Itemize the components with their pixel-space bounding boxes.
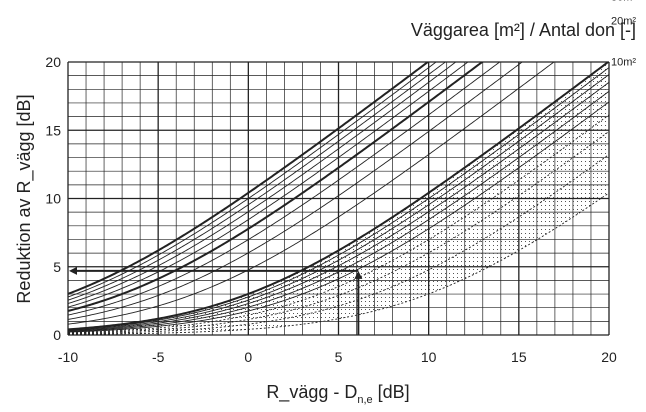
dotted-shading (68, 62, 609, 335)
curve-50m2 (68, 62, 484, 312)
example-arrow (69, 266, 363, 335)
curve-label-20m2: 20m² (611, 16, 636, 28)
x-axis-label-subscript: n,e (357, 394, 372, 406)
example-horizontal-arrowhead (69, 266, 77, 275)
curve-3m2 (68, 131, 609, 334)
curves (68, 62, 609, 335)
legend-title: Väggarea [m²] / Antal don [-] (411, 20, 636, 40)
curve-label-30m2: 30m² (611, 0, 636, 4)
curve-5m2 (68, 101, 609, 333)
shaded-region (68, 62, 609, 335)
curve-40m2 (68, 62, 501, 316)
curve-4m2 (68, 114, 609, 334)
y-tick-label: 15 (45, 122, 61, 138)
y-tick-label: 20 (45, 54, 61, 70)
curve-60m2 (68, 62, 469, 308)
y-tick-label: 10 (45, 191, 61, 207)
curve-80m2 (68, 62, 447, 301)
ticks: -10 -5 0 5 10 15 20 0 5 10 15 20 (45, 54, 617, 365)
y-tick-label: 5 (53, 259, 61, 275)
x-tick-label: 20 (601, 349, 617, 365)
example-vertical-arrowhead (354, 270, 363, 279)
x-tick-label: -5 (152, 349, 165, 365)
x-tick-label: 5 (335, 349, 343, 365)
curve-7m2 (68, 81, 609, 332)
curve-6m2 (68, 90, 609, 332)
y-axis-label: Reduktion av R_vägg [dB] (14, 94, 35, 303)
x-tick-label: 10 (421, 349, 437, 365)
curve-9m2 (68, 67, 609, 331)
y-tick-label: 0 (53, 327, 61, 343)
curve-2m2 (68, 154, 609, 335)
curve-10m2 (68, 62, 609, 331)
curve-labels: 1m²2m²5m²10m²20m²30m²40m²50m²100m² (611, 0, 636, 68)
curve-label-10m2: 10m² (611, 56, 636, 68)
x-tick-label: 15 (511, 349, 527, 365)
curve-1m2 (68, 192, 609, 335)
x-axis-label-suffix: [dB] (373, 382, 410, 402)
x-axis-label-main: R_vägg - D (266, 382, 357, 403)
curve-100m2 (68, 62, 430, 295)
curve-70m2 (68, 62, 457, 304)
x-tick-label: 0 (244, 349, 252, 365)
curve-20m2 (68, 62, 555, 325)
curve-8m2 (68, 74, 609, 331)
x-tick-label: -10 (58, 349, 78, 365)
curve-90m2 (68, 62, 437, 298)
x-axis-label: R_vägg - Dn,e [dB] (266, 382, 409, 406)
curve-30m2 (68, 62, 523, 320)
